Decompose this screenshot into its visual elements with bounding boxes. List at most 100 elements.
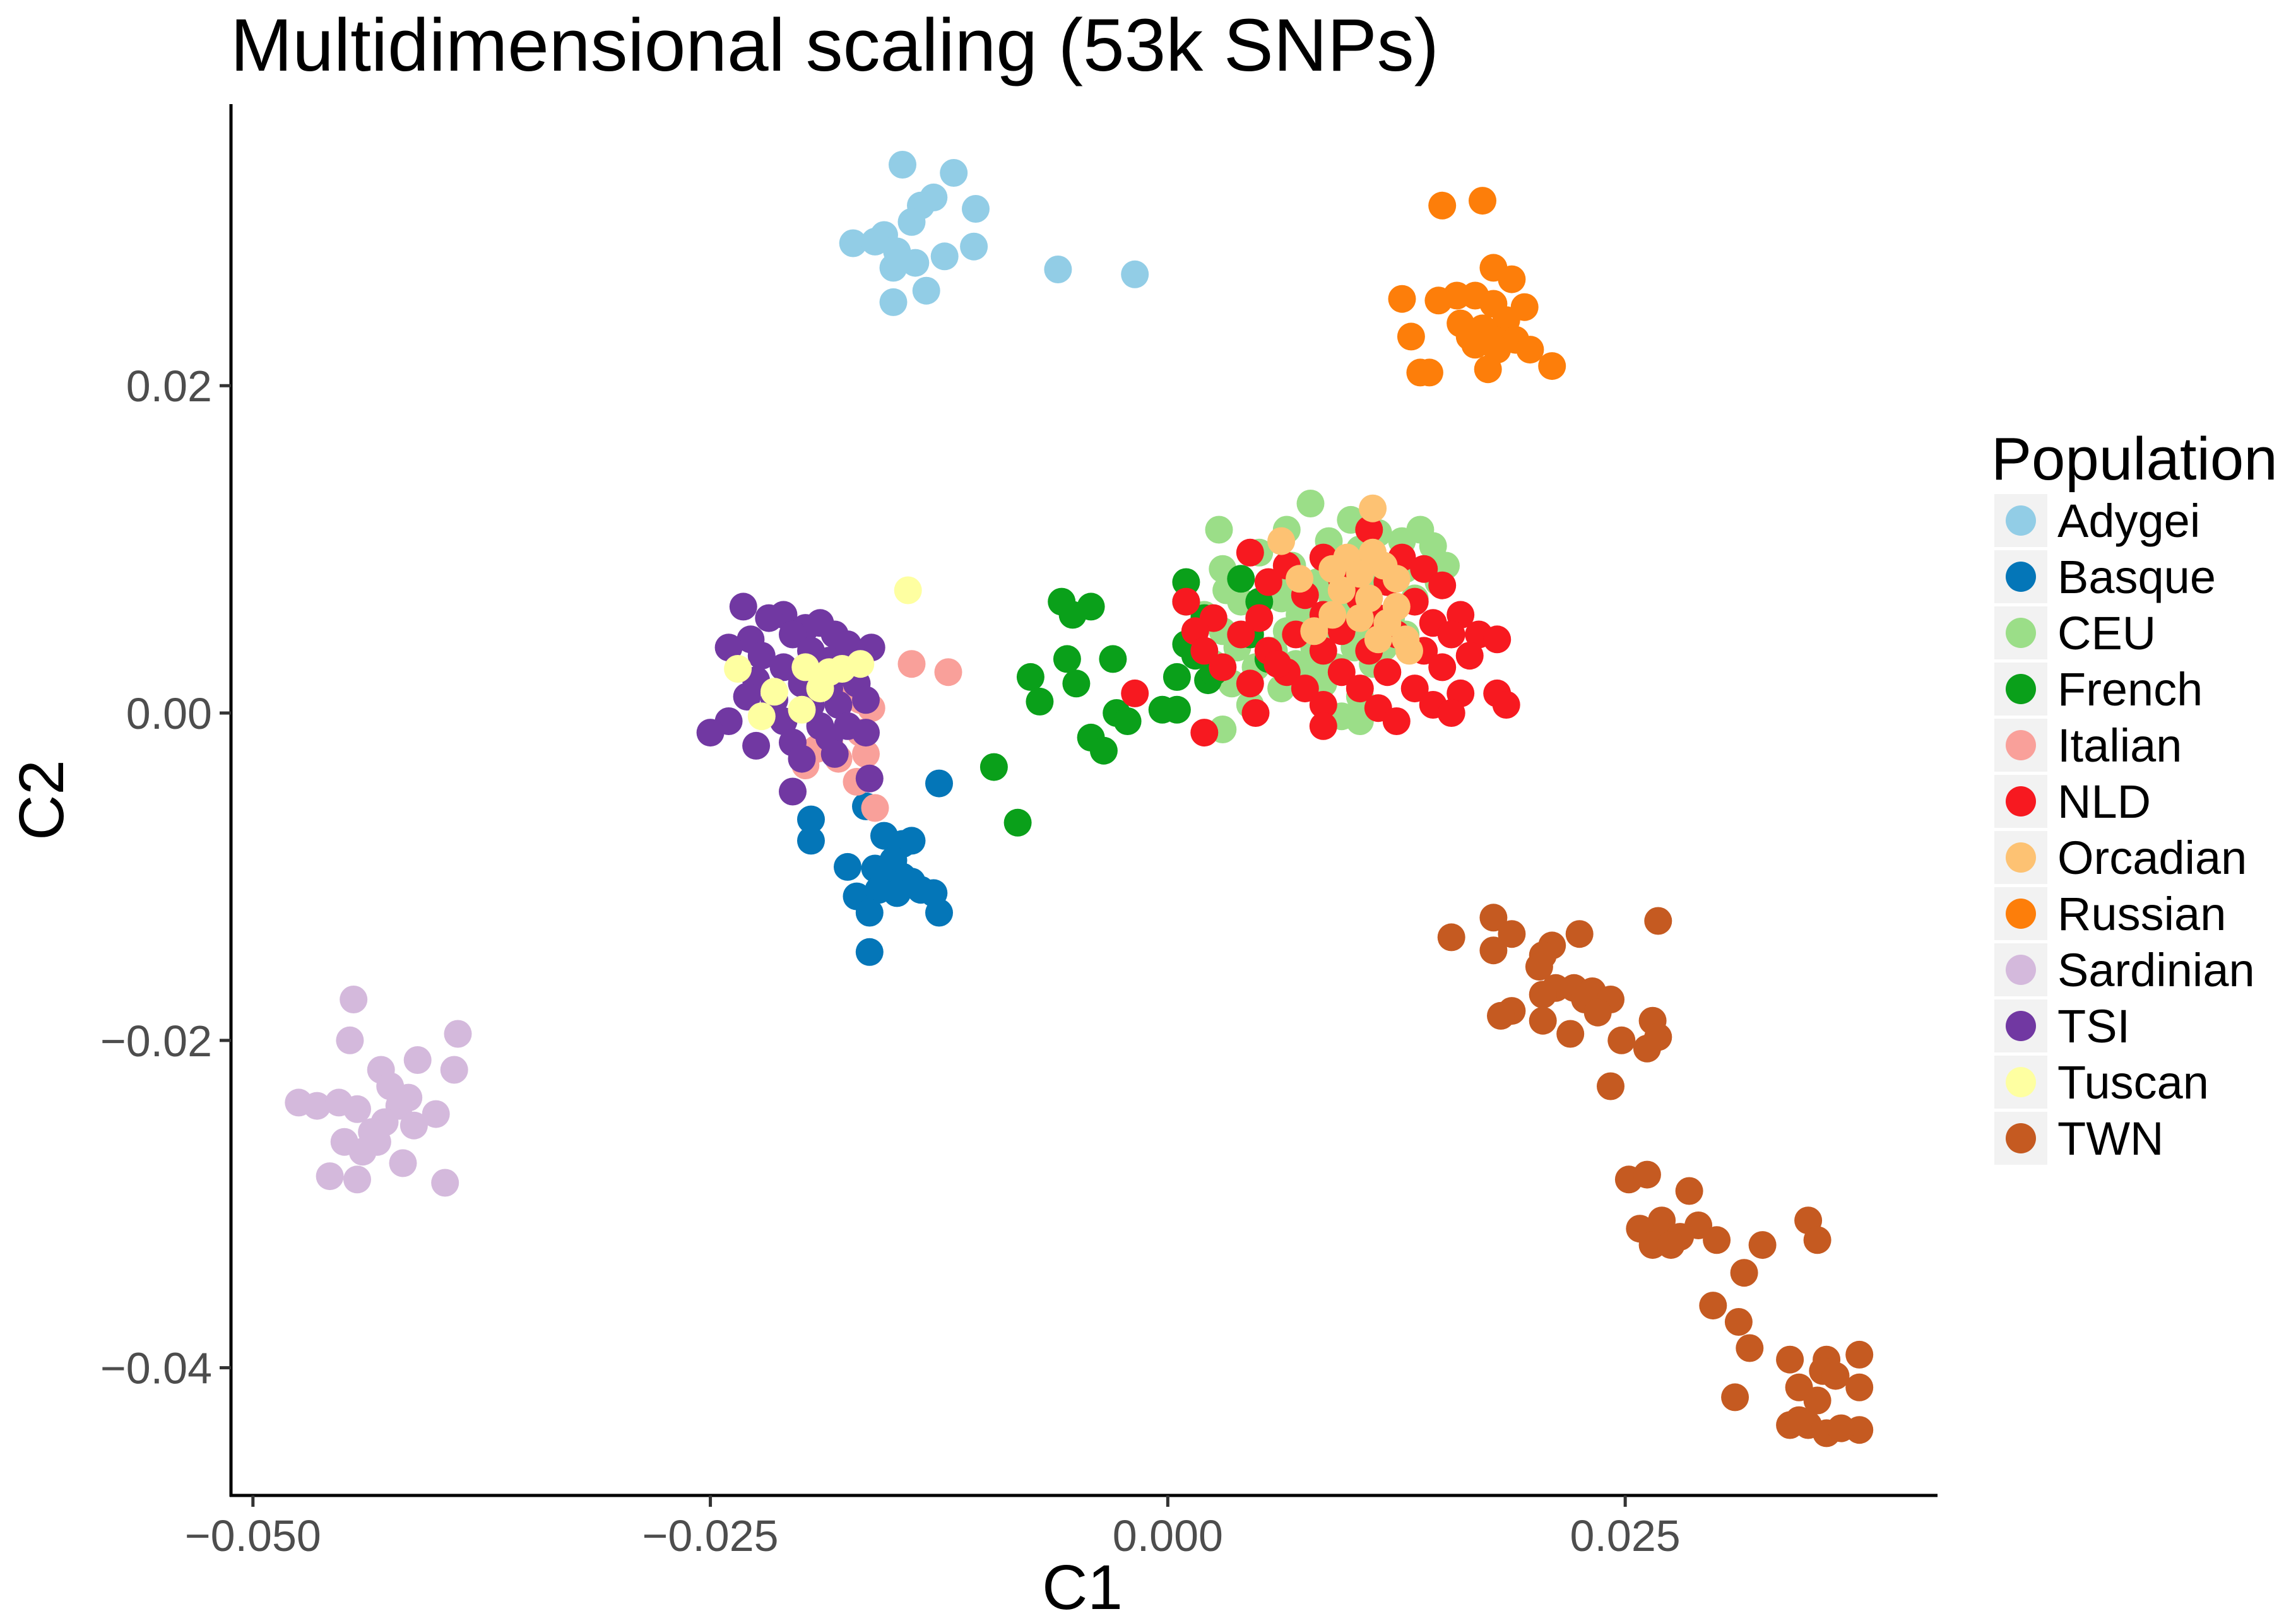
point-orcadian-12 <box>1346 604 1374 632</box>
point-tsi-7 <box>779 620 807 649</box>
point-tsi-29 <box>742 731 771 760</box>
point-french-9 <box>1053 645 1081 673</box>
point-twn-26 <box>1633 1160 1661 1189</box>
point-nld-1 <box>1236 538 1264 567</box>
point-adygei-17 <box>879 288 908 316</box>
legend-swatch <box>2006 1123 2036 1153</box>
point-twn-0 <box>1479 904 1508 932</box>
series-tuscan <box>724 576 922 731</box>
legend-items: AdygeiBasqueCEUFrenchItalianNLDOrcadianR… <box>1994 494 2255 1165</box>
y-tick-label: −0.02 <box>100 1017 212 1066</box>
legend-label: NLD <box>2057 775 2151 828</box>
point-tuscan-0 <box>894 576 922 604</box>
point-twn-6 <box>1479 936 1508 965</box>
point-tsi-11 <box>747 642 776 670</box>
point-twn-38 <box>1803 1226 1831 1254</box>
point-french-16 <box>1026 687 1054 716</box>
point-adygei-10 <box>960 232 988 261</box>
point-orcadian-16 <box>1318 601 1347 629</box>
point-sardinian-20 <box>389 1149 417 1177</box>
point-twn-50 <box>1721 1383 1749 1412</box>
point-twn-56 <box>1827 1414 1855 1442</box>
point-nld-49 <box>1241 699 1270 727</box>
legend-label: Orcadian <box>2057 832 2247 884</box>
point-nld-38 <box>1428 653 1457 681</box>
point-french-12 <box>1163 663 1191 691</box>
point-nld-40 <box>1291 675 1319 703</box>
point-nld-33 <box>1455 642 1484 670</box>
point-french-22 <box>1089 736 1118 765</box>
point-orcadian-15 <box>1395 637 1423 665</box>
point-tsi-22 <box>824 691 853 719</box>
legend-item-ceu: CEU <box>1994 606 2156 659</box>
x-tick-label: 0.025 <box>1570 1511 1681 1560</box>
point-sardinian-2 <box>444 1020 472 1048</box>
point-orcadian-0 <box>1359 494 1387 522</box>
point-sardinian-21 <box>316 1162 344 1191</box>
point-tsi-10 <box>714 634 743 662</box>
y-tick-label: 0.00 <box>126 689 212 738</box>
point-italian-1 <box>934 658 962 687</box>
point-nld-48 <box>1492 691 1520 719</box>
point-nld-16 <box>1245 604 1274 632</box>
point-twn-43 <box>1776 1345 1804 1374</box>
point-nld-39 <box>1236 669 1264 698</box>
series-russian <box>1388 187 1566 387</box>
point-nld-21 <box>1227 620 1255 649</box>
point-tsi-2 <box>755 604 783 632</box>
point-nld-6 <box>1254 568 1282 596</box>
point-twn-12 <box>1529 981 1557 1009</box>
point-nld-28 <box>1190 637 1219 665</box>
point-sardinian-13 <box>422 1100 450 1128</box>
point-sardinian-0 <box>340 986 368 1013</box>
point-twn-42 <box>1736 1334 1764 1362</box>
legend-label: Sardinian <box>2057 944 2255 996</box>
point-adygei-8 <box>861 227 889 256</box>
point-tuscan-7 <box>806 675 834 703</box>
legend-item-italian: Italian <box>1994 719 2182 772</box>
point-adygei-11 <box>930 242 959 271</box>
point-twn-27 <box>1675 1177 1703 1205</box>
legend-swatch <box>2006 1067 2036 1097</box>
point-twn-24 <box>1597 1072 1624 1100</box>
point-russian-21 <box>1474 355 1502 384</box>
point-twn-34 <box>1657 1231 1685 1259</box>
point-french-0 <box>1172 568 1200 596</box>
point-nld-36 <box>1327 658 1356 687</box>
point-sardinian-15 <box>399 1111 428 1140</box>
y-tick-label: −0.04 <box>100 1344 212 1393</box>
point-french-19 <box>1113 707 1142 735</box>
point-twn-3 <box>1498 920 1526 948</box>
legend-label: TWN <box>2057 1112 2164 1165</box>
legend-item-twn: TWN <box>1994 1112 2164 1165</box>
chart-title: Multidimensional scaling (53k SNPs) <box>230 4 1439 87</box>
point-twn-35 <box>1703 1226 1731 1254</box>
point-sardinian-23 <box>431 1169 459 1197</box>
point-orcadian-9 <box>1327 576 1356 604</box>
point-russian-5 <box>1388 285 1416 313</box>
point-nld-53 <box>1121 679 1149 707</box>
point-sardinian-5 <box>440 1056 468 1084</box>
point-tsi-14 <box>769 653 798 681</box>
point-french-20 <box>1163 695 1191 724</box>
point-nld-10 <box>1172 587 1200 616</box>
point-sardinian-10 <box>343 1095 371 1123</box>
point-ceu-8 <box>1419 532 1447 560</box>
point-nld-25 <box>1437 620 1465 649</box>
point-adygei-4 <box>962 195 990 223</box>
point-basque-3 <box>797 827 825 855</box>
point-russian-23 <box>1415 358 1443 387</box>
legend-swatch <box>2006 842 2036 873</box>
point-sardinian-8 <box>303 1092 331 1120</box>
point-tsi-8 <box>834 630 861 659</box>
point-tuscan-6 <box>760 678 788 706</box>
point-basque-20 <box>855 938 884 966</box>
legend-item-french: French <box>1994 663 2203 716</box>
legend-item-nld: NLD <box>1994 775 2151 828</box>
series-orcadian <box>1267 494 1423 665</box>
point-sardinian-1 <box>336 1026 364 1054</box>
point-tuscan-9 <box>788 695 816 724</box>
point-nld-41 <box>1346 675 1374 703</box>
point-russian-1 <box>1469 187 1496 215</box>
